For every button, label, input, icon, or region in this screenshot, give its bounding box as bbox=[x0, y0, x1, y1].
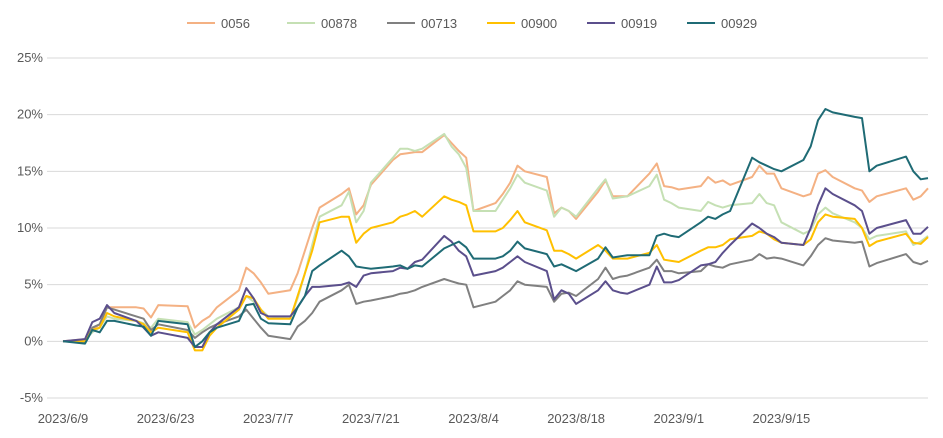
x-tick-label: 2023/8/18 bbox=[547, 411, 605, 426]
legend-label: 00900 bbox=[521, 16, 557, 31]
y-tick-label: 20% bbox=[17, 107, 43, 122]
legend-label: 00878 bbox=[321, 16, 357, 31]
legend-item-00878: 00878 bbox=[287, 16, 357, 31]
series-line-00919 bbox=[62, 187, 929, 348]
x-tick-label: 2023/6/23 bbox=[137, 411, 195, 426]
y-tick-label: 10% bbox=[17, 220, 43, 235]
series-lines bbox=[62, 108, 929, 352]
y-tick-label: 0% bbox=[24, 333, 43, 348]
series-line-00713 bbox=[62, 237, 929, 344]
legend-item-0056: 0056 bbox=[187, 16, 250, 31]
x-tick-label: 2023/6/9 bbox=[38, 411, 89, 426]
y-tick-label: 5% bbox=[24, 277, 43, 292]
legend-label: 00919 bbox=[621, 16, 657, 31]
legend-label: 00929 bbox=[721, 16, 757, 31]
legend-item-00713: 00713 bbox=[387, 16, 457, 31]
horizontal-gridlines bbox=[47, 57, 928, 399]
x-tick-label: 2023/9/1 bbox=[653, 411, 704, 426]
series-line-00929 bbox=[62, 108, 929, 348]
x-tick-label: 2023/9/15 bbox=[752, 411, 810, 426]
legend-item-00900: 00900 bbox=[487, 16, 557, 31]
legend-label: 00713 bbox=[421, 16, 457, 31]
y-tick-label: 25% bbox=[17, 50, 43, 65]
x-tick-label: 2023/8/4 bbox=[448, 411, 499, 426]
legend-label: 0056 bbox=[221, 16, 250, 31]
series-line-00900 bbox=[63, 195, 929, 352]
x-tick-label: 2023/7/21 bbox=[342, 411, 400, 426]
x-tick-label: 2023/7/7 bbox=[243, 411, 294, 426]
y-axis-tick-labels: -5% 0% 5% 10% 15% 20% 25% bbox=[17, 50, 43, 405]
legend-item-00919: 00919 bbox=[587, 16, 657, 31]
x-axis-tick-labels: 2023/6/9 2023/6/23 2023/7/7 2023/7/21 2023/8… bbox=[38, 411, 811, 426]
legend-item-00929: 00929 bbox=[687, 16, 757, 31]
chart-legend: 0056 00878 00713 00900 00919 00929 bbox=[187, 16, 757, 31]
series-line-00878 bbox=[62, 132, 929, 343]
series-line-0056 bbox=[62, 134, 929, 343]
y-tick-label: 15% bbox=[17, 163, 43, 178]
y-tick-label: -5% bbox=[20, 390, 44, 405]
